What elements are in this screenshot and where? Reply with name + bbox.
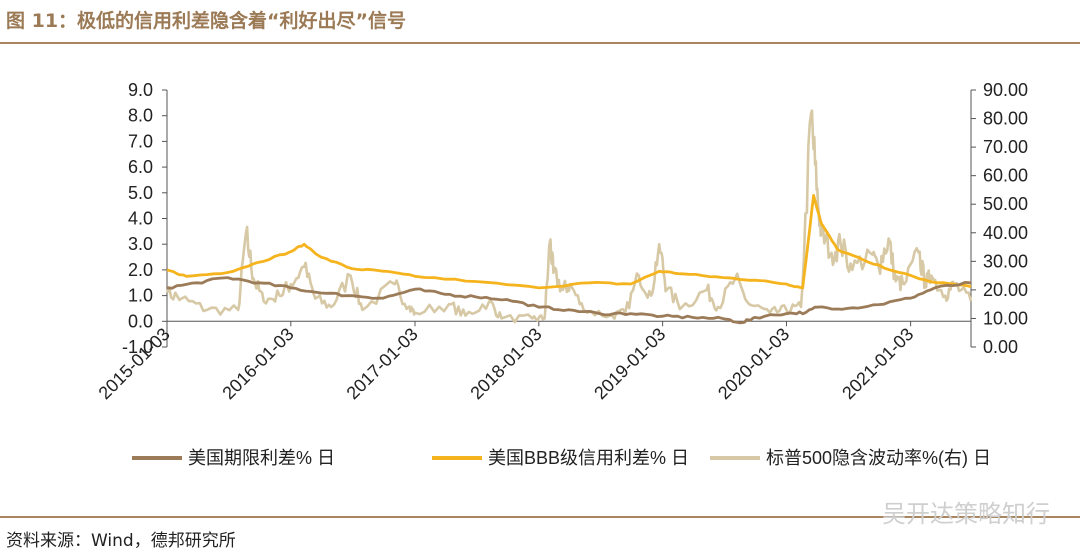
left-tick-label: 6.0: [128, 157, 153, 177]
chart-lines: [165, 109, 973, 325]
watermark-text: 吴开达策略知行: [882, 500, 1050, 528]
x-tick-labels: 2015-01-03 2016-01-03 2017-01-03 2018-01-03…: [95, 324, 918, 403]
chart-legend: 美国期限利差% 日 美国BBB级信用利差% 日 标普500隐含波动率%(右) 日: [132, 448, 991, 468]
x-tick-label: 2017-01-03: [343, 324, 422, 403]
left-tick-label: -1.0: [122, 337, 153, 357]
bbb-spread-line: [166, 194, 972, 290]
right-tick-label: 30.00: [983, 251, 1028, 271]
right-tick-label: 40.00: [983, 223, 1028, 243]
right-tick-label: 70.00: [983, 137, 1028, 157]
chart-axes: 9.0 8.0 7.0 6.0 5.0 4.0 3.0 2.0 1.0 0.0 -1.0 90.00 8…: [122, 80, 1028, 357]
right-tick-label: 20.00: [983, 280, 1028, 300]
left-tick-label: 2.0: [128, 260, 153, 280]
right-tick-label: 80.00: [983, 109, 1028, 129]
bottom-rule: [0, 516, 1080, 518]
x-tick-label: 2019-01-03: [590, 324, 669, 403]
x-tick-label: 2020-01-03: [714, 324, 793, 403]
x-tick-label: 2018-01-03: [466, 324, 545, 403]
top-rule: [0, 42, 1080, 44]
left-tick-label: 3.0: [128, 234, 153, 254]
left-tick-label: 5.0: [128, 183, 153, 203]
right-tick-label: 60.00: [983, 166, 1028, 186]
right-tick-label: 90.00: [983, 80, 1028, 100]
left-tick-label: 9.0: [128, 80, 153, 100]
left-tick-label: 4.0: [128, 209, 153, 229]
x-tick-label: 2015-01-03: [95, 324, 174, 403]
legend-label: 美国期限利差% 日: [188, 448, 335, 468]
x-tick-label: 2021-01-03: [838, 324, 917, 403]
right-tick-label: 10.00: [983, 308, 1028, 328]
chart-svg: 9.0 8.0 7.0 6.0 5.0 4.0 3.0 2.0 1.0 0.0 -1.0 90.00 8…: [95, 80, 1028, 468]
left-tick-label: 7.0: [128, 131, 153, 151]
term-spread-line: [166, 276, 972, 325]
right-tick-label: 0.00: [983, 337, 1018, 357]
source-note: 资料来源：Wind，德邦研究所: [6, 531, 236, 551]
left-tick-label: 0.0: [128, 311, 153, 331]
legend-label: 标普500隐含波动率%(右) 日: [766, 448, 991, 468]
x-tick-label: 2016-01-03: [218, 324, 297, 403]
left-tick-label: 1.0: [128, 286, 153, 306]
right-tick-label: 50.00: [983, 194, 1028, 214]
figure-title: 图 11：极低的信用利差隐含着“利好出尽”信号: [6, 10, 407, 32]
vix-line: [165, 109, 973, 324]
legend-label: 美国BBB级信用利差% 日: [488, 448, 689, 468]
left-tick-label: 8.0: [128, 106, 153, 126]
